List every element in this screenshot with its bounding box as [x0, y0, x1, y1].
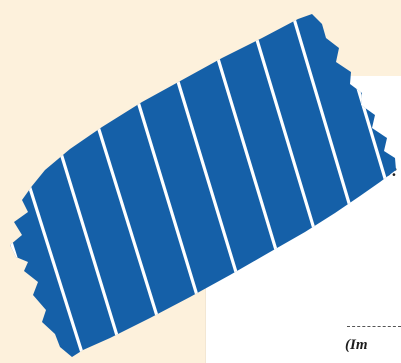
tape-body — [10, 14, 396, 357]
dotted-divider — [347, 326, 401, 327]
caption-fragment: (Im — [345, 337, 368, 353]
